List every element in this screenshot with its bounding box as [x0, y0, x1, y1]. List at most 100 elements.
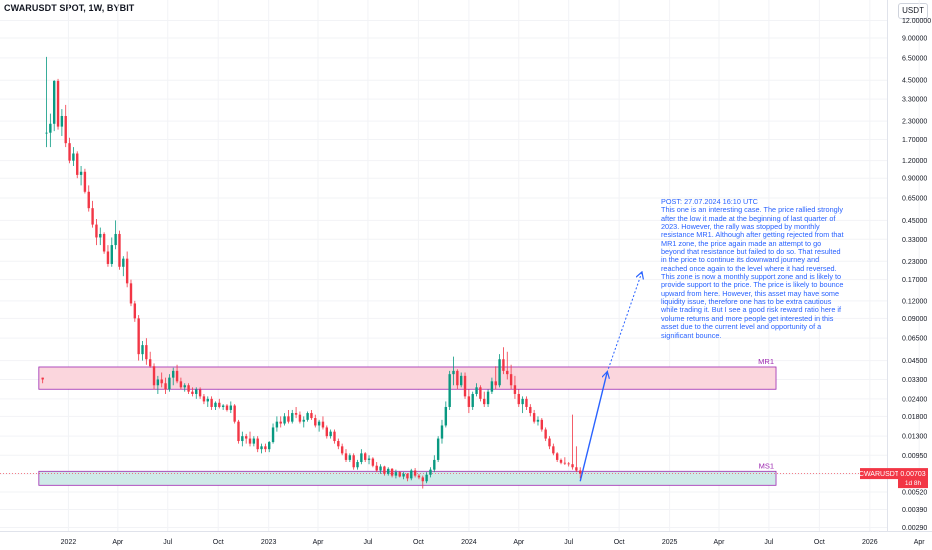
- candle-body: [133, 303, 137, 319]
- candle-body: [348, 455, 352, 460]
- price-tick-label: 0.65000: [902, 196, 927, 203]
- candle-body: [363, 453, 367, 460]
- price-tick-label: 0.01300: [902, 434, 927, 441]
- candle-body: [440, 425, 444, 439]
- price-tick-label: 0.03300: [902, 377, 927, 384]
- candle-body: [221, 405, 225, 407]
- candle: [559, 458, 563, 465]
- price-axis[interactable]: 12.00000 9.00000 6.50000 4.50000 3.30000 2.30…: [902, 18, 931, 532]
- candle-body: [145, 345, 148, 360]
- candle: [79, 165, 83, 186]
- price-tick-label: 2.30000: [902, 119, 927, 126]
- candle: [202, 393, 206, 405]
- candle-body: [344, 453, 348, 460]
- time-tick-label: 2022: [61, 539, 77, 546]
- candle: [567, 462, 570, 467]
- candle: [517, 389, 520, 407]
- price-tick-label: 0.33000: [902, 237, 927, 244]
- candle-body: [49, 123, 52, 133]
- candle: [436, 436, 440, 463]
- candle: [72, 147, 75, 166]
- candle-body: [360, 453, 363, 463]
- price-tick-label: 0.90000: [902, 176, 927, 183]
- candle: [513, 375, 517, 399]
- projection-arrow-solid[interactable]: [579, 372, 607, 482]
- price-tick-label: 12.00000: [902, 18, 931, 25]
- candle: [444, 401, 448, 428]
- candle-body: [64, 115, 67, 144]
- candle: [310, 409, 313, 420]
- candle: [76, 151, 79, 179]
- candle: [45, 56, 48, 148]
- candle-body: [248, 438, 252, 444]
- candle: [344, 449, 348, 463]
- candle-body: [548, 438, 551, 447]
- candle-body: [417, 475, 421, 478]
- candle-body: [56, 80, 60, 127]
- candle-body: [183, 385, 186, 388]
- candle-body: [532, 413, 536, 422]
- candle: [237, 419, 240, 444]
- time-tick-label: Apr: [513, 539, 525, 546]
- candle-body: [317, 421, 321, 426]
- candle: [340, 443, 344, 456]
- candle-body: [483, 398, 486, 405]
- candle-body: [72, 153, 75, 161]
- candle-body: [152, 366, 156, 386]
- candle-body: [329, 431, 332, 437]
- candle-body: [398, 472, 401, 477]
- candle: [271, 423, 275, 444]
- candle: [367, 455, 371, 465]
- candle: [425, 472, 428, 484]
- candle: [145, 338, 148, 365]
- candle: [99, 227, 102, 246]
- candle-body: [118, 233, 121, 267]
- candle: [118, 230, 121, 270]
- candle: [248, 431, 252, 447]
- candle: [325, 425, 329, 439]
- candle-body: [294, 413, 298, 415]
- candle-body: [467, 396, 471, 407]
- mr1-zone[interactable]: [38, 366, 777, 390]
- candle-body: [279, 421, 282, 424]
- candle: [429, 467, 432, 478]
- candle-body: [156, 379, 160, 386]
- candle-body: [233, 405, 236, 422]
- candle: [264, 443, 267, 453]
- candle-body: [214, 402, 217, 407]
- candle-body: [179, 381, 183, 388]
- candle: [544, 427, 547, 442]
- candle-body: [387, 468, 390, 474]
- candle: [555, 452, 559, 463]
- candle: [87, 185, 90, 212]
- price-tick-label: 4.50000: [902, 78, 927, 85]
- candle: [536, 416, 540, 426]
- symbol-tag: [860, 468, 898, 480]
- price-tick-label: 0.00520: [902, 489, 927, 496]
- candle-body: [137, 318, 140, 355]
- candle: [291, 409, 294, 424]
- candle-body: [429, 469, 432, 475]
- candle-body: [172, 370, 175, 378]
- candle-body: [241, 436, 244, 442]
- ms1-zone-label: MS1: [759, 461, 774, 470]
- candle: [421, 475, 424, 489]
- candle-body: [314, 418, 317, 426]
- candle: [459, 372, 463, 388]
- candle: [152, 363, 156, 390]
- candle: [532, 409, 536, 424]
- projection-arrow-dotted[interactable]: [606, 273, 642, 373]
- candle-body: [60, 115, 64, 127]
- time-tick-label: Oct: [213, 539, 224, 546]
- candle: [287, 409, 290, 424]
- projection-arrows: [579, 273, 642, 482]
- currency-button[interactable]: USDT: [898, 3, 928, 19]
- price-tag-value: 0.00703: [900, 471, 925, 478]
- candle-body: [283, 416, 286, 424]
- candle-body: [218, 402, 221, 407]
- candle: [148, 351, 152, 368]
- time-axis[interactable]: 2022 Apr Jul Oct 2023 Apr Jul Oct 2024 Apr Jul Oct 2…: [61, 539, 932, 546]
- candles: [41, 56, 582, 489]
- candle: [279, 416, 282, 428]
